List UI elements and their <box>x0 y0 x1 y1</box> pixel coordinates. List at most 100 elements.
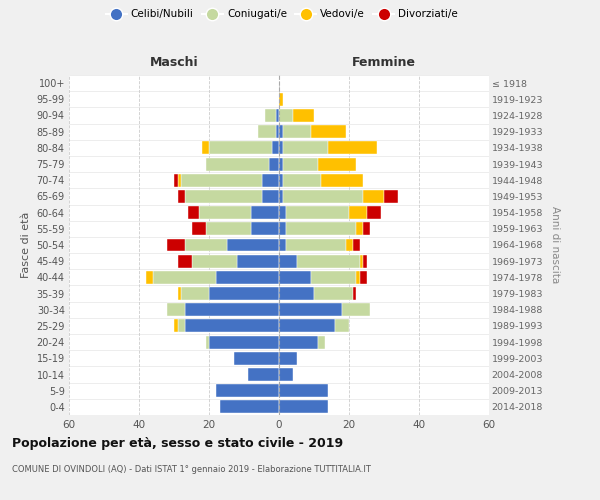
Bar <box>279 304 342 316</box>
Bar <box>258 125 275 138</box>
Bar <box>283 158 317 170</box>
Bar <box>283 174 321 186</box>
Bar <box>363 222 370 235</box>
Bar <box>205 336 209 348</box>
Bar <box>359 254 363 268</box>
Bar <box>262 190 279 203</box>
Bar <box>209 336 279 348</box>
Bar <box>174 320 178 332</box>
Bar <box>279 190 283 203</box>
Bar <box>146 271 153 284</box>
Bar <box>251 222 279 235</box>
Bar <box>363 190 384 203</box>
Bar <box>314 287 353 300</box>
Y-axis label: Anni di nascita: Anni di nascita <box>550 206 560 284</box>
Bar <box>353 287 356 300</box>
Bar <box>275 125 279 138</box>
Bar <box>311 125 346 138</box>
Bar <box>384 190 398 203</box>
Bar <box>181 287 209 300</box>
Bar <box>296 254 359 268</box>
Bar <box>363 254 367 268</box>
Bar <box>359 271 367 284</box>
Bar <box>269 158 279 170</box>
Bar <box>279 222 286 235</box>
Bar <box>167 304 185 316</box>
Bar <box>279 254 296 268</box>
Bar <box>286 206 349 219</box>
Bar <box>199 206 251 219</box>
Bar <box>174 174 178 186</box>
Bar <box>237 254 279 268</box>
Bar <box>279 287 314 300</box>
Bar <box>311 271 356 284</box>
Bar <box>205 158 269 170</box>
Bar <box>209 287 279 300</box>
Text: COMUNE DI OVINDOLI (AQ) - Dati ISTAT 1° gennaio 2019 - Elaborazione TUTTITALIA.I: COMUNE DI OVINDOLI (AQ) - Dati ISTAT 1° … <box>12 466 371 474</box>
Bar <box>209 142 272 154</box>
Bar <box>153 271 216 284</box>
Bar <box>248 368 279 381</box>
Bar <box>317 158 356 170</box>
Bar <box>220 400 279 413</box>
Bar <box>335 320 349 332</box>
Y-axis label: Fasce di età: Fasce di età <box>21 212 31 278</box>
Bar <box>279 336 317 348</box>
Bar <box>279 352 296 365</box>
Bar <box>191 254 237 268</box>
Bar <box>178 190 185 203</box>
Bar <box>293 109 314 122</box>
Bar <box>185 304 279 316</box>
Bar <box>279 142 283 154</box>
Bar <box>178 287 181 300</box>
Bar <box>216 384 279 397</box>
Bar <box>286 238 346 252</box>
Bar <box>178 174 181 186</box>
Bar <box>262 174 279 186</box>
Bar <box>265 109 275 122</box>
Bar <box>356 271 359 284</box>
Bar <box>279 93 283 106</box>
Text: Maschi: Maschi <box>149 56 199 68</box>
Bar <box>205 222 251 235</box>
Bar <box>346 238 353 252</box>
Bar <box>367 206 380 219</box>
Bar <box>328 142 377 154</box>
Bar <box>279 206 286 219</box>
Bar <box>191 222 205 235</box>
Bar <box>279 320 335 332</box>
Bar <box>279 158 283 170</box>
Bar <box>283 190 363 203</box>
Bar <box>185 238 227 252</box>
Bar <box>279 109 293 122</box>
Bar <box>251 206 279 219</box>
Bar <box>317 336 325 348</box>
Bar <box>178 254 191 268</box>
Bar <box>178 320 185 332</box>
Bar <box>283 142 328 154</box>
Bar <box>188 206 199 219</box>
Bar <box>227 238 279 252</box>
Bar <box>279 174 283 186</box>
Bar <box>279 125 283 138</box>
Bar <box>283 125 311 138</box>
Bar <box>321 174 363 186</box>
Bar <box>185 320 279 332</box>
Text: Popolazione per età, sesso e stato civile - 2019: Popolazione per età, sesso e stato civil… <box>12 438 343 450</box>
Bar <box>216 271 279 284</box>
Text: Femmine: Femmine <box>352 56 416 68</box>
Bar <box>279 368 293 381</box>
Legend: Celibi/Nubili, Coniugati/e, Vedovi/e, Divorziati/e: Celibi/Nubili, Coniugati/e, Vedovi/e, Di… <box>101 5 463 24</box>
Bar <box>356 222 363 235</box>
Bar <box>353 238 359 252</box>
Bar <box>342 304 370 316</box>
Bar <box>272 142 279 154</box>
Bar <box>279 271 311 284</box>
Bar <box>279 238 286 252</box>
Bar <box>349 206 367 219</box>
Bar <box>167 238 185 252</box>
Bar <box>202 142 209 154</box>
Bar <box>279 400 328 413</box>
Bar <box>286 222 356 235</box>
Bar <box>279 384 328 397</box>
